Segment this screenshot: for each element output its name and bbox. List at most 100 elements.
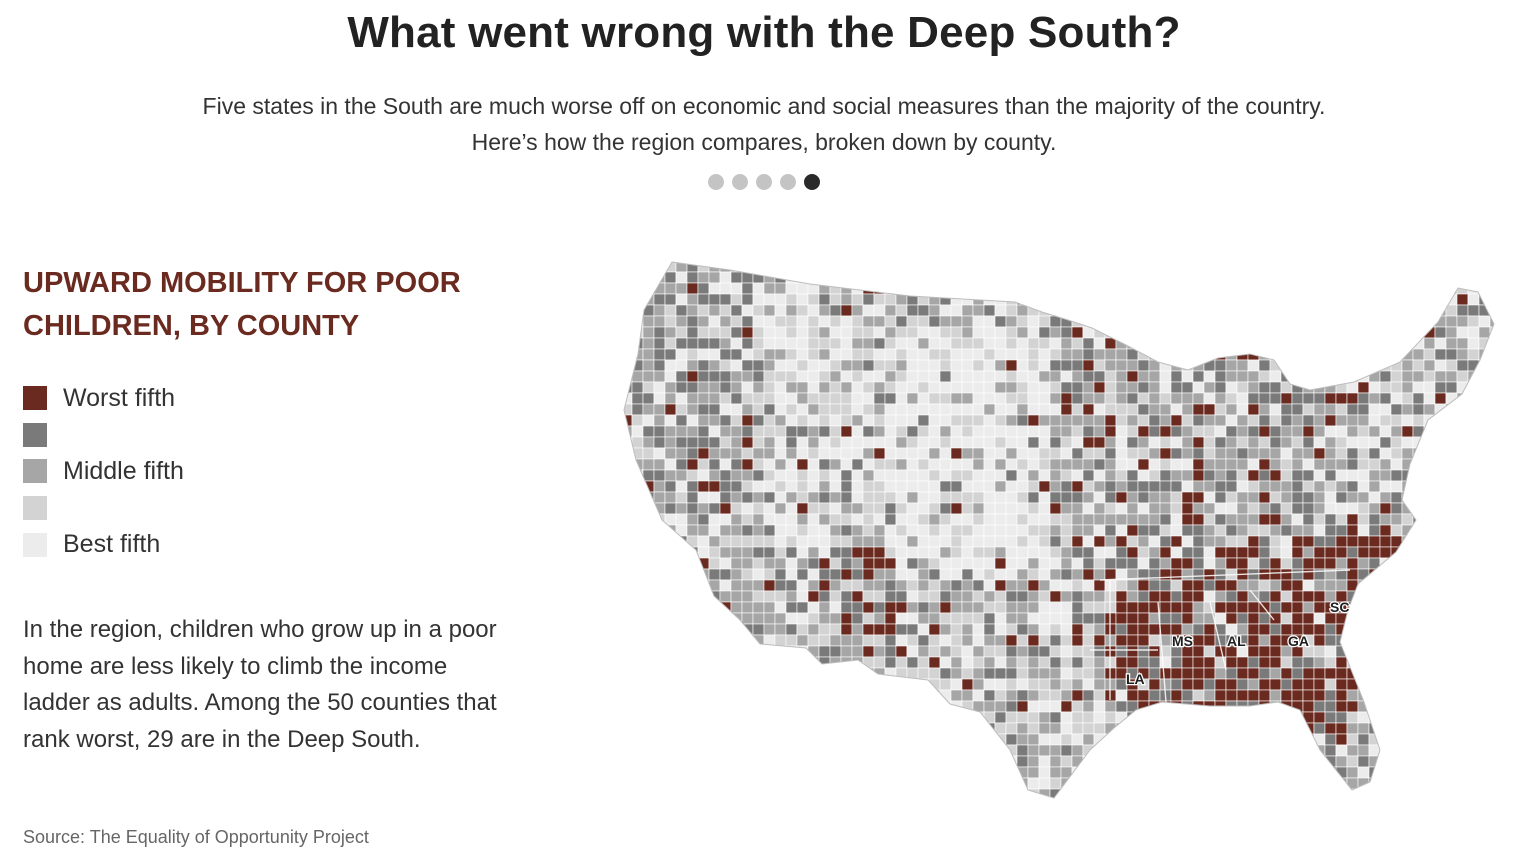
county-cell xyxy=(624,700,633,713)
county-cell xyxy=(774,744,787,757)
dek-line-1: Five states in the South are much worse … xyxy=(202,93,1326,119)
county-cell xyxy=(1324,326,1337,339)
county-cell xyxy=(1082,293,1095,306)
county-cell xyxy=(675,634,688,647)
county-cell xyxy=(1148,722,1161,735)
county-cell xyxy=(752,403,765,416)
county-cell xyxy=(1115,590,1128,603)
county-cell xyxy=(807,711,820,724)
county-cell xyxy=(1423,447,1436,460)
county-cell xyxy=(1214,315,1227,328)
county-cell xyxy=(1126,612,1139,625)
county-cell xyxy=(1126,403,1139,416)
county-cell xyxy=(906,700,919,713)
county-cell xyxy=(1302,711,1315,724)
county-cell xyxy=(1413,800,1424,810)
county-cell xyxy=(1280,469,1293,482)
county-cell xyxy=(851,480,864,493)
county-cell xyxy=(1335,656,1348,669)
county-cell xyxy=(719,403,732,416)
county-cell xyxy=(1445,777,1458,790)
pager-dot-5[interactable] xyxy=(804,174,820,190)
county-cell xyxy=(664,469,677,482)
county-cell xyxy=(1104,414,1117,427)
county-cell xyxy=(1005,623,1018,636)
county-cell xyxy=(686,711,699,724)
county-cell xyxy=(862,282,875,295)
county-cell xyxy=(1346,262,1359,273)
county-cell xyxy=(752,579,765,592)
county-cell xyxy=(1456,293,1469,306)
pager-dot-3[interactable] xyxy=(756,174,772,190)
county-cell xyxy=(741,315,754,328)
pager-dot-1[interactable] xyxy=(708,174,724,190)
county-cell xyxy=(1423,645,1436,658)
county-cell xyxy=(950,282,963,295)
county-cell xyxy=(1027,590,1040,603)
pager-dot-2[interactable] xyxy=(732,174,748,190)
county-cell xyxy=(763,535,776,548)
county-cell xyxy=(1247,337,1260,350)
county-cell xyxy=(1148,755,1161,768)
county-cell xyxy=(653,623,666,636)
county-cell xyxy=(642,425,655,438)
county-cell xyxy=(697,590,710,603)
county-cell xyxy=(1170,502,1183,515)
county-cell xyxy=(917,733,930,746)
county-cell xyxy=(708,623,721,636)
county-cell xyxy=(1357,568,1370,581)
county-cell xyxy=(1159,469,1172,482)
county-cell xyxy=(741,502,754,515)
county-cell xyxy=(1071,645,1084,658)
county-cell xyxy=(785,689,798,702)
county-cell xyxy=(1280,348,1293,361)
county-cell xyxy=(1302,579,1315,592)
county-cell xyxy=(928,568,941,581)
county-cell xyxy=(961,381,974,394)
county-cell xyxy=(664,733,677,746)
legend-item-second xyxy=(23,417,184,454)
county-cell xyxy=(796,667,809,680)
county-cell xyxy=(818,755,831,768)
county-cell xyxy=(1489,689,1494,702)
county-cell xyxy=(624,447,633,460)
county-cell xyxy=(895,557,908,570)
county-cell xyxy=(983,645,996,658)
county-cell xyxy=(961,282,974,295)
county-cell xyxy=(719,590,732,603)
county-cell xyxy=(1027,678,1040,691)
county-cell xyxy=(895,359,908,372)
county-cell xyxy=(917,777,930,790)
county-cell xyxy=(1016,348,1029,361)
county-cell xyxy=(631,282,644,295)
county-cell xyxy=(610,294,621,305)
county-cell xyxy=(983,513,996,526)
county-cell xyxy=(1357,722,1370,735)
pager-dot-4[interactable] xyxy=(780,174,796,190)
county-cell xyxy=(1148,678,1161,691)
county-cell xyxy=(1203,755,1216,768)
county-cell xyxy=(862,326,875,339)
county-cell xyxy=(1434,700,1447,713)
county-cell xyxy=(1082,667,1095,680)
county-cell xyxy=(1467,447,1480,460)
county-cell xyxy=(730,579,743,592)
county-cell xyxy=(1203,744,1216,757)
county-cell xyxy=(1049,403,1062,416)
county-cell xyxy=(1335,524,1348,537)
county-cell xyxy=(840,568,853,581)
county-cell xyxy=(1236,524,1249,537)
county-cell xyxy=(1203,403,1216,416)
county-cell xyxy=(873,535,886,548)
county-cell xyxy=(1148,502,1161,515)
county-cell xyxy=(1170,447,1183,460)
county-cell xyxy=(675,458,688,471)
county-cell xyxy=(1357,491,1370,504)
county-cell xyxy=(1478,535,1491,548)
county-cell xyxy=(774,293,787,306)
county-cell xyxy=(642,262,655,273)
county-cell xyxy=(1346,414,1359,427)
county-cell xyxy=(1445,568,1458,581)
county-cell xyxy=(907,250,918,261)
county-cell xyxy=(1313,315,1326,328)
